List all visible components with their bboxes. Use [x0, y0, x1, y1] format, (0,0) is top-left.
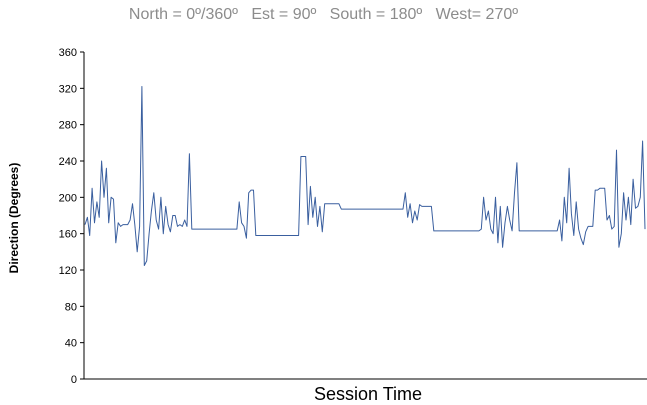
y-tick-label: 40 [65, 338, 77, 350]
y-tick-label: 320 [59, 83, 77, 95]
y-tick-label: 80 [65, 301, 77, 313]
y-tick-label: 200 [59, 192, 77, 204]
y-tick-label: 160 [59, 229, 77, 241]
y-tick-label: 240 [59, 156, 77, 168]
direction-series-line [84, 86, 646, 266]
y-tick-label: 360 [59, 47, 77, 59]
y-tick-label: 280 [59, 120, 77, 132]
x-axis-label: Session Time [313, 384, 423, 404]
chart-subtitle: North = 0º/360º Est = 90º South = 180º W… [128, 6, 519, 23]
y-tick-label: 120 [59, 265, 77, 277]
y-tick-label: 0 [71, 374, 77, 386]
